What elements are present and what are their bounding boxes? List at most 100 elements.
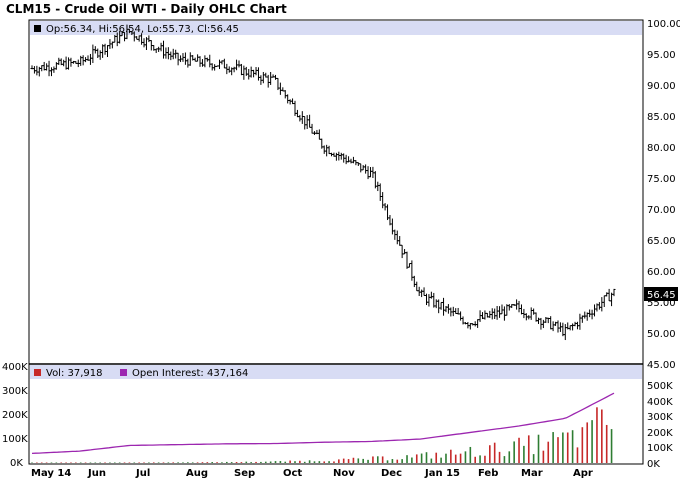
volume-bar bbox=[425, 452, 428, 463]
volume-left-tick: 400K bbox=[2, 362, 28, 373]
ohlc-values-label: Op:56.34, Hi:56.54, Lo:55.73, Cl:56.45 bbox=[46, 24, 239, 35]
volume-bar bbox=[508, 451, 511, 463]
price-tick-label: 50.00 bbox=[647, 329, 676, 340]
price-tick-label: 45.00 bbox=[647, 360, 676, 371]
volume-bar bbox=[308, 460, 311, 463]
volume-bar bbox=[518, 437, 520, 463]
volume-bar bbox=[152, 462, 155, 463]
volume-right-tick: 400K bbox=[647, 397, 673, 408]
chart-title: CLM15 - Crude Oil WTI - Daily OHLC Chart bbox=[6, 2, 287, 16]
price-tick-label: 90.00 bbox=[647, 81, 676, 92]
price-header-marker bbox=[34, 25, 41, 32]
volume-bar bbox=[381, 456, 384, 463]
volume-bar bbox=[318, 461, 321, 463]
volume-bar bbox=[581, 427, 584, 463]
volume-bar bbox=[601, 409, 603, 463]
volume-bar bbox=[109, 462, 111, 464]
volume-bar bbox=[352, 457, 355, 463]
volume-bar bbox=[216, 462, 218, 463]
volume-bar bbox=[206, 462, 209, 463]
volume-bar bbox=[230, 462, 233, 463]
volume-bar bbox=[187, 462, 189, 463]
volume-bar bbox=[182, 462, 184, 463]
volume-bar bbox=[75, 462, 77, 464]
volume-bar bbox=[396, 459, 399, 463]
volume-bar bbox=[367, 459, 369, 463]
volume-bar bbox=[493, 442, 496, 463]
volume-bar bbox=[406, 455, 408, 463]
volume-bar bbox=[464, 451, 467, 463]
volume-legend-label: Vol: 37,918 bbox=[46, 368, 103, 379]
x-tick-label: Jan 15 bbox=[424, 468, 460, 479]
volume-bar bbox=[255, 461, 257, 463]
volume-bar bbox=[94, 462, 97, 464]
volume-right-tick: 300K bbox=[647, 412, 673, 423]
volume-bar bbox=[401, 459, 403, 463]
volume-right-axis: 500K 400K 300K 200K 100K 0K bbox=[647, 381, 673, 470]
chart-frame bbox=[28, 19, 644, 465]
volume-bar bbox=[435, 452, 438, 463]
open-interest-legend-label: Open Interest: 437,164 bbox=[132, 368, 248, 379]
volume-bar bbox=[323, 461, 326, 463]
volume-right-tick: 0K bbox=[647, 459, 660, 470]
volume-bar bbox=[104, 462, 106, 464]
volume-bar bbox=[167, 462, 170, 463]
volume-bar bbox=[289, 460, 291, 463]
x-tick-label: Jul bbox=[135, 468, 150, 479]
volume-bar bbox=[547, 441, 550, 463]
volume-bar bbox=[60, 462, 63, 464]
volume-bar bbox=[420, 453, 423, 463]
volume-bar bbox=[415, 454, 418, 463]
volume-bar bbox=[84, 462, 87, 464]
volume-bar bbox=[596, 407, 598, 463]
volume-bar bbox=[523, 445, 525, 463]
volume-bar bbox=[250, 462, 252, 463]
volume-bar bbox=[527, 435, 530, 463]
volume-bar bbox=[260, 461, 262, 463]
volume-bar bbox=[454, 454, 457, 463]
volume-bar bbox=[333, 461, 335, 463]
volume-bar bbox=[303, 461, 306, 463]
open-interest-layer bbox=[31, 392, 615, 455]
volume-bar bbox=[362, 458, 364, 463]
volume-bar bbox=[240, 462, 243, 463]
last-price-box bbox=[644, 287, 678, 301]
volume-bar bbox=[138, 462, 140, 463]
price-tick-label: 85.00 bbox=[647, 112, 676, 123]
volume-header-band bbox=[30, 365, 642, 379]
volume-bar bbox=[201, 462, 204, 463]
x-tick-label: Mar bbox=[521, 468, 543, 479]
x-axis: May 14 Jun Jul Aug Sep Oct Nov Dec Jan 1… bbox=[31, 468, 593, 479]
volume-left-axis: 400K 300K 200K 100K 0K bbox=[2, 362, 28, 469]
price-tick-label: 75.00 bbox=[647, 174, 676, 185]
x-tick-label: May 14 bbox=[31, 468, 71, 479]
volume-bar bbox=[445, 453, 447, 463]
volume-bar bbox=[347, 459, 350, 463]
volume-bar bbox=[566, 432, 569, 463]
volume-bar bbox=[79, 462, 82, 464]
x-tick-label: Dec bbox=[381, 468, 402, 479]
volume-bar bbox=[459, 453, 462, 463]
volume-bar bbox=[605, 424, 608, 463]
volume-bars bbox=[31, 407, 613, 464]
volume-bar bbox=[50, 462, 53, 464]
volume-bar bbox=[489, 445, 491, 463]
volume-right-tick: 100K bbox=[647, 443, 673, 454]
volume-bar bbox=[70, 462, 72, 464]
volume-bar bbox=[498, 451, 501, 463]
volume-bar bbox=[45, 462, 48, 464]
volume-bar bbox=[264, 461, 267, 463]
price-header-band bbox=[30, 21, 642, 35]
volume-bar bbox=[172, 462, 175, 463]
volume-bar bbox=[274, 461, 277, 463]
volume-bar bbox=[148, 462, 150, 463]
price-bars bbox=[30, 24, 616, 341]
volume-bar bbox=[338, 459, 340, 463]
volume-legend-marker bbox=[34, 369, 41, 376]
volume-bar bbox=[372, 456, 374, 463]
volume-bar bbox=[177, 462, 179, 463]
volume-bar bbox=[113, 462, 116, 464]
volume-bar bbox=[133, 462, 136, 464]
volume-bar bbox=[36, 462, 38, 464]
